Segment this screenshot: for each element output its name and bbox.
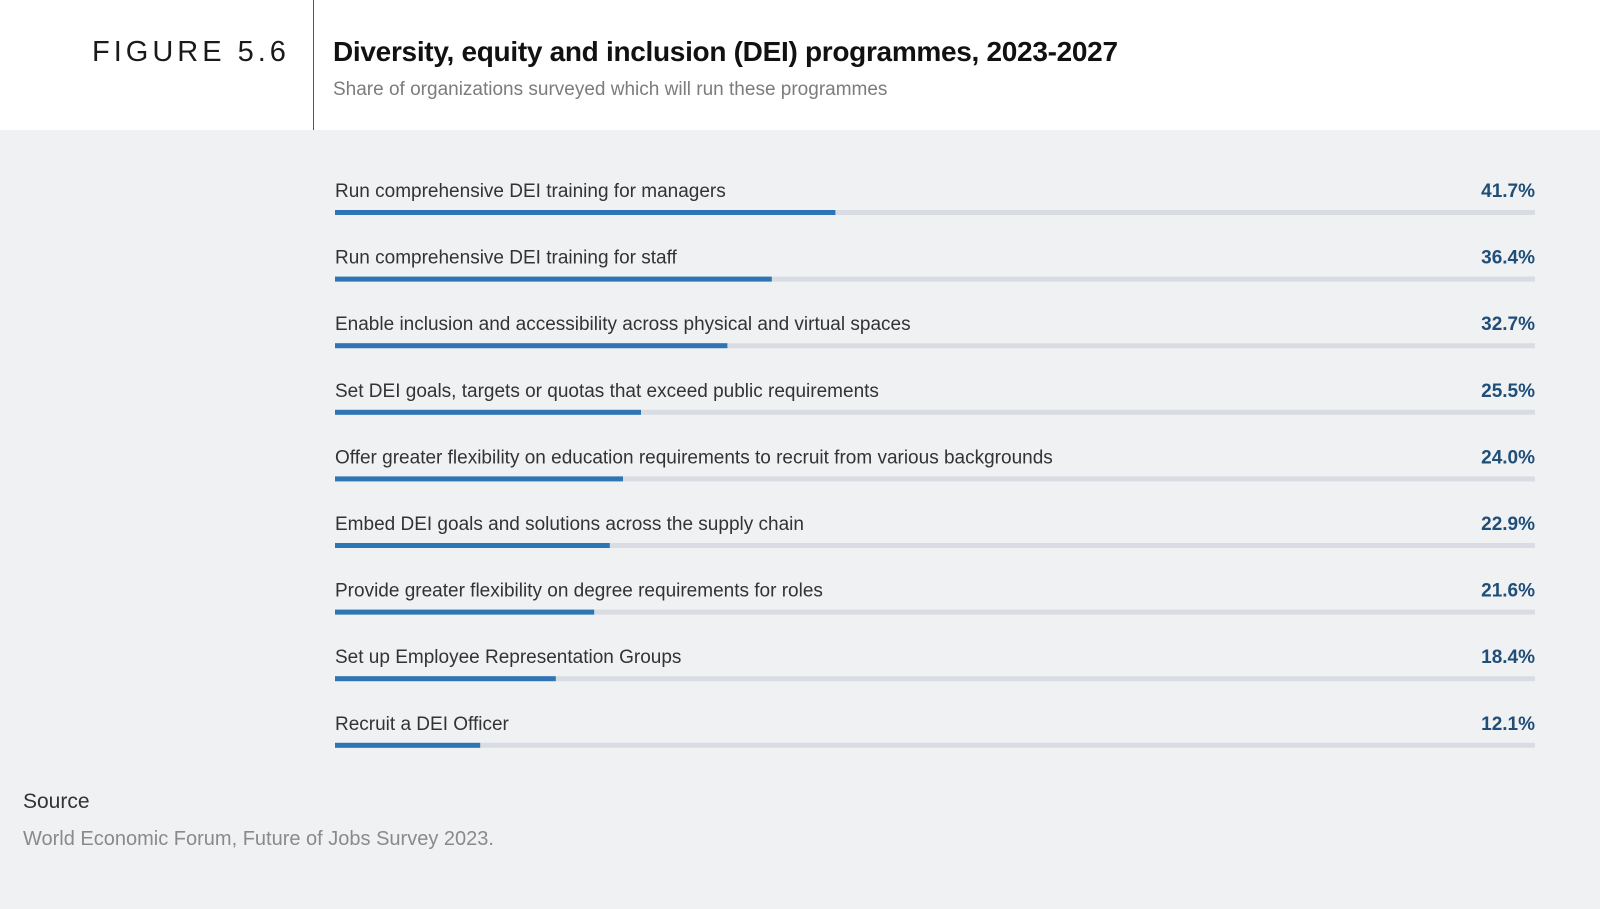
value-label: 22.9% bbox=[1481, 514, 1535, 535]
category-label: Embed DEI goals and solutions across the… bbox=[335, 514, 804, 535]
category-label: Enable inclusion and accessibility acros… bbox=[335, 314, 911, 335]
bar-track bbox=[335, 276, 1535, 282]
source-text: World Economic Forum, Future of Jobs Sur… bbox=[23, 828, 494, 850]
category-label: Provide greater flexibility on degree re… bbox=[335, 581, 823, 602]
value-label: 18.4% bbox=[1481, 647, 1535, 668]
bar-row: Set up Employee Representation Groups 18.… bbox=[335, 647, 1535, 682]
bar bbox=[335, 476, 623, 482]
chart-title: Diversity, equity and inclusion (DEI) pr… bbox=[333, 36, 1118, 67]
category-label: Run comprehensive DEI training for manag… bbox=[335, 181, 726, 202]
value-label: 32.7% bbox=[1481, 314, 1535, 335]
bar bbox=[335, 676, 556, 682]
bar-row: Set DEI goals, targets or quotas that ex… bbox=[335, 381, 1535, 415]
chart-panel bbox=[0, 130, 1600, 909]
bar-track bbox=[335, 210, 1535, 215]
category-label: Offer greater flexibility on education r… bbox=[335, 447, 1053, 468]
category-label: Recruit a DEI Officer bbox=[335, 714, 510, 735]
bar bbox=[335, 543, 610, 548]
bar-track bbox=[335, 676, 1535, 682]
bar-track bbox=[335, 742, 1535, 748]
bar-row: Recruit a DEI Officer 12.1% bbox=[335, 714, 1535, 748]
bar-row: Provide greater flexibility on degree re… bbox=[335, 581, 1535, 615]
value-label: 12.1% bbox=[1481, 714, 1535, 735]
bar-row: Offer greater flexibility on education r… bbox=[335, 447, 1535, 482]
bar bbox=[335, 210, 836, 215]
bar-track bbox=[335, 476, 1535, 482]
value-label: 41.7% bbox=[1481, 181, 1535, 202]
bar-row: Embed DEI goals and solutions across the… bbox=[335, 514, 1535, 548]
bar bbox=[335, 343, 728, 349]
category-label: Set DEI goals, targets or quotas that ex… bbox=[335, 381, 879, 402]
bar-row: Run comprehensive DEI training for manag… bbox=[335, 181, 1535, 215]
value-label: 24.0% bbox=[1481, 447, 1535, 468]
bar-track bbox=[335, 543, 1535, 548]
header-divider bbox=[313, 0, 314, 130]
figure-number: FIGURE 5.6 bbox=[92, 36, 290, 68]
bar bbox=[335, 276, 772, 282]
bar bbox=[335, 609, 595, 615]
bar-row: Run comprehensive DEI training for staff… bbox=[335, 248, 1535, 282]
category-label: Run comprehensive DEI training for staff bbox=[335, 248, 678, 269]
bar bbox=[335, 742, 481, 748]
bar-row: Enable inclusion and accessibility acros… bbox=[335, 314, 1535, 349]
figure-header: FIGURE 5.6 Diversity, equity and inclusi… bbox=[0, 0, 1600, 130]
bar-track bbox=[335, 609, 1535, 615]
source-label: Source bbox=[23, 790, 90, 813]
value-label: 21.6% bbox=[1481, 581, 1535, 602]
value-label: 36.4% bbox=[1481, 248, 1535, 269]
bar bbox=[335, 409, 641, 415]
chart-subtitle: Share of organizations surveyed which wi… bbox=[333, 79, 888, 100]
bar-track bbox=[335, 343, 1535, 349]
value-label: 25.5% bbox=[1481, 381, 1535, 402]
category-label: Set up Employee Representation Groups bbox=[335, 647, 681, 668]
bar-track bbox=[335, 409, 1535, 415]
